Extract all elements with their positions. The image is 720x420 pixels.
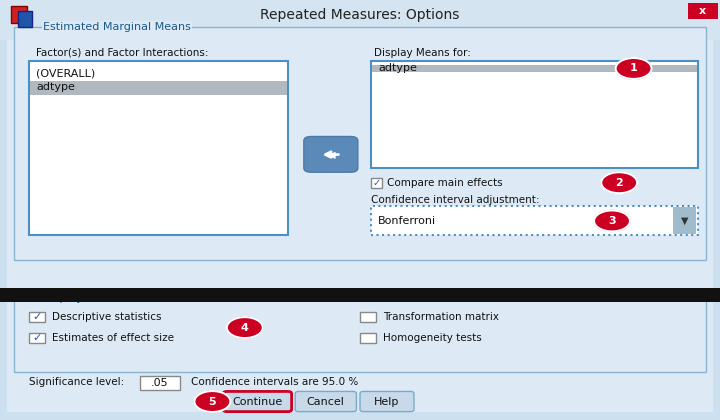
FancyBboxPatch shape xyxy=(223,391,292,412)
Text: (OVERALL): (OVERALL) xyxy=(36,68,95,79)
Text: Continue: Continue xyxy=(233,396,282,407)
FancyBboxPatch shape xyxy=(304,136,358,172)
Text: adtype: adtype xyxy=(36,82,75,92)
FancyBboxPatch shape xyxy=(371,61,698,168)
Text: Bonferroni: Bonferroni xyxy=(378,215,436,226)
Text: Significance level:: Significance level: xyxy=(29,377,124,387)
Text: Homogeneity tests: Homogeneity tests xyxy=(383,333,482,343)
Text: ✓: ✓ xyxy=(32,333,42,343)
Text: adtype: adtype xyxy=(378,63,417,73)
Text: Confidence interval adjustment:: Confidence interval adjustment: xyxy=(371,194,539,205)
Text: Display Means for:: Display Means for: xyxy=(374,47,472,58)
Text: 2: 2 xyxy=(616,178,623,188)
FancyBboxPatch shape xyxy=(360,391,414,412)
Circle shape xyxy=(601,172,637,193)
Text: Compare main effects: Compare main effects xyxy=(387,178,503,188)
Text: Display: Display xyxy=(43,293,84,303)
FancyBboxPatch shape xyxy=(14,298,706,372)
FancyBboxPatch shape xyxy=(0,288,720,302)
Text: Help: Help xyxy=(374,396,400,407)
Text: ◄: ◄ xyxy=(325,147,336,162)
Text: ▼: ▼ xyxy=(681,215,688,226)
Text: 1: 1 xyxy=(630,63,637,73)
Circle shape xyxy=(227,317,263,338)
Text: Estimated Marginal Means: Estimated Marginal Means xyxy=(43,22,191,32)
Text: Confidence intervals are 95.0 %: Confidence intervals are 95.0 % xyxy=(191,377,358,387)
Text: ✓: ✓ xyxy=(372,178,381,188)
FancyBboxPatch shape xyxy=(30,81,287,94)
Text: Repeated Measures: Options: Repeated Measures: Options xyxy=(261,8,459,22)
Text: Cancel: Cancel xyxy=(307,396,345,407)
Circle shape xyxy=(194,391,230,412)
FancyBboxPatch shape xyxy=(7,40,713,412)
FancyBboxPatch shape xyxy=(29,333,45,343)
FancyBboxPatch shape xyxy=(140,376,180,390)
FancyBboxPatch shape xyxy=(372,65,697,72)
Text: 4: 4 xyxy=(241,323,248,333)
Text: Factor(s) and Factor Interactions:: Factor(s) and Factor Interactions: xyxy=(36,47,209,58)
Text: Estimates of effect size: Estimates of effect size xyxy=(52,333,174,343)
FancyBboxPatch shape xyxy=(29,61,288,235)
Circle shape xyxy=(594,210,630,231)
FancyBboxPatch shape xyxy=(29,312,45,322)
FancyBboxPatch shape xyxy=(360,312,376,322)
Text: 5: 5 xyxy=(209,396,216,407)
Text: Transformation matrix: Transformation matrix xyxy=(383,312,499,322)
Text: 3: 3 xyxy=(608,216,616,226)
FancyBboxPatch shape xyxy=(14,27,706,260)
FancyBboxPatch shape xyxy=(11,6,27,23)
Text: Descriptive statistics: Descriptive statistics xyxy=(52,312,161,322)
FancyBboxPatch shape xyxy=(360,333,376,343)
Text: x: x xyxy=(699,6,706,16)
FancyBboxPatch shape xyxy=(18,10,32,27)
FancyBboxPatch shape xyxy=(371,178,382,188)
FancyBboxPatch shape xyxy=(673,207,696,234)
FancyBboxPatch shape xyxy=(371,206,698,235)
Text: .05: .05 xyxy=(151,378,168,388)
FancyBboxPatch shape xyxy=(0,0,720,40)
Circle shape xyxy=(616,58,652,79)
Text: ✓: ✓ xyxy=(32,312,42,322)
FancyBboxPatch shape xyxy=(688,3,718,19)
FancyBboxPatch shape xyxy=(295,391,356,412)
